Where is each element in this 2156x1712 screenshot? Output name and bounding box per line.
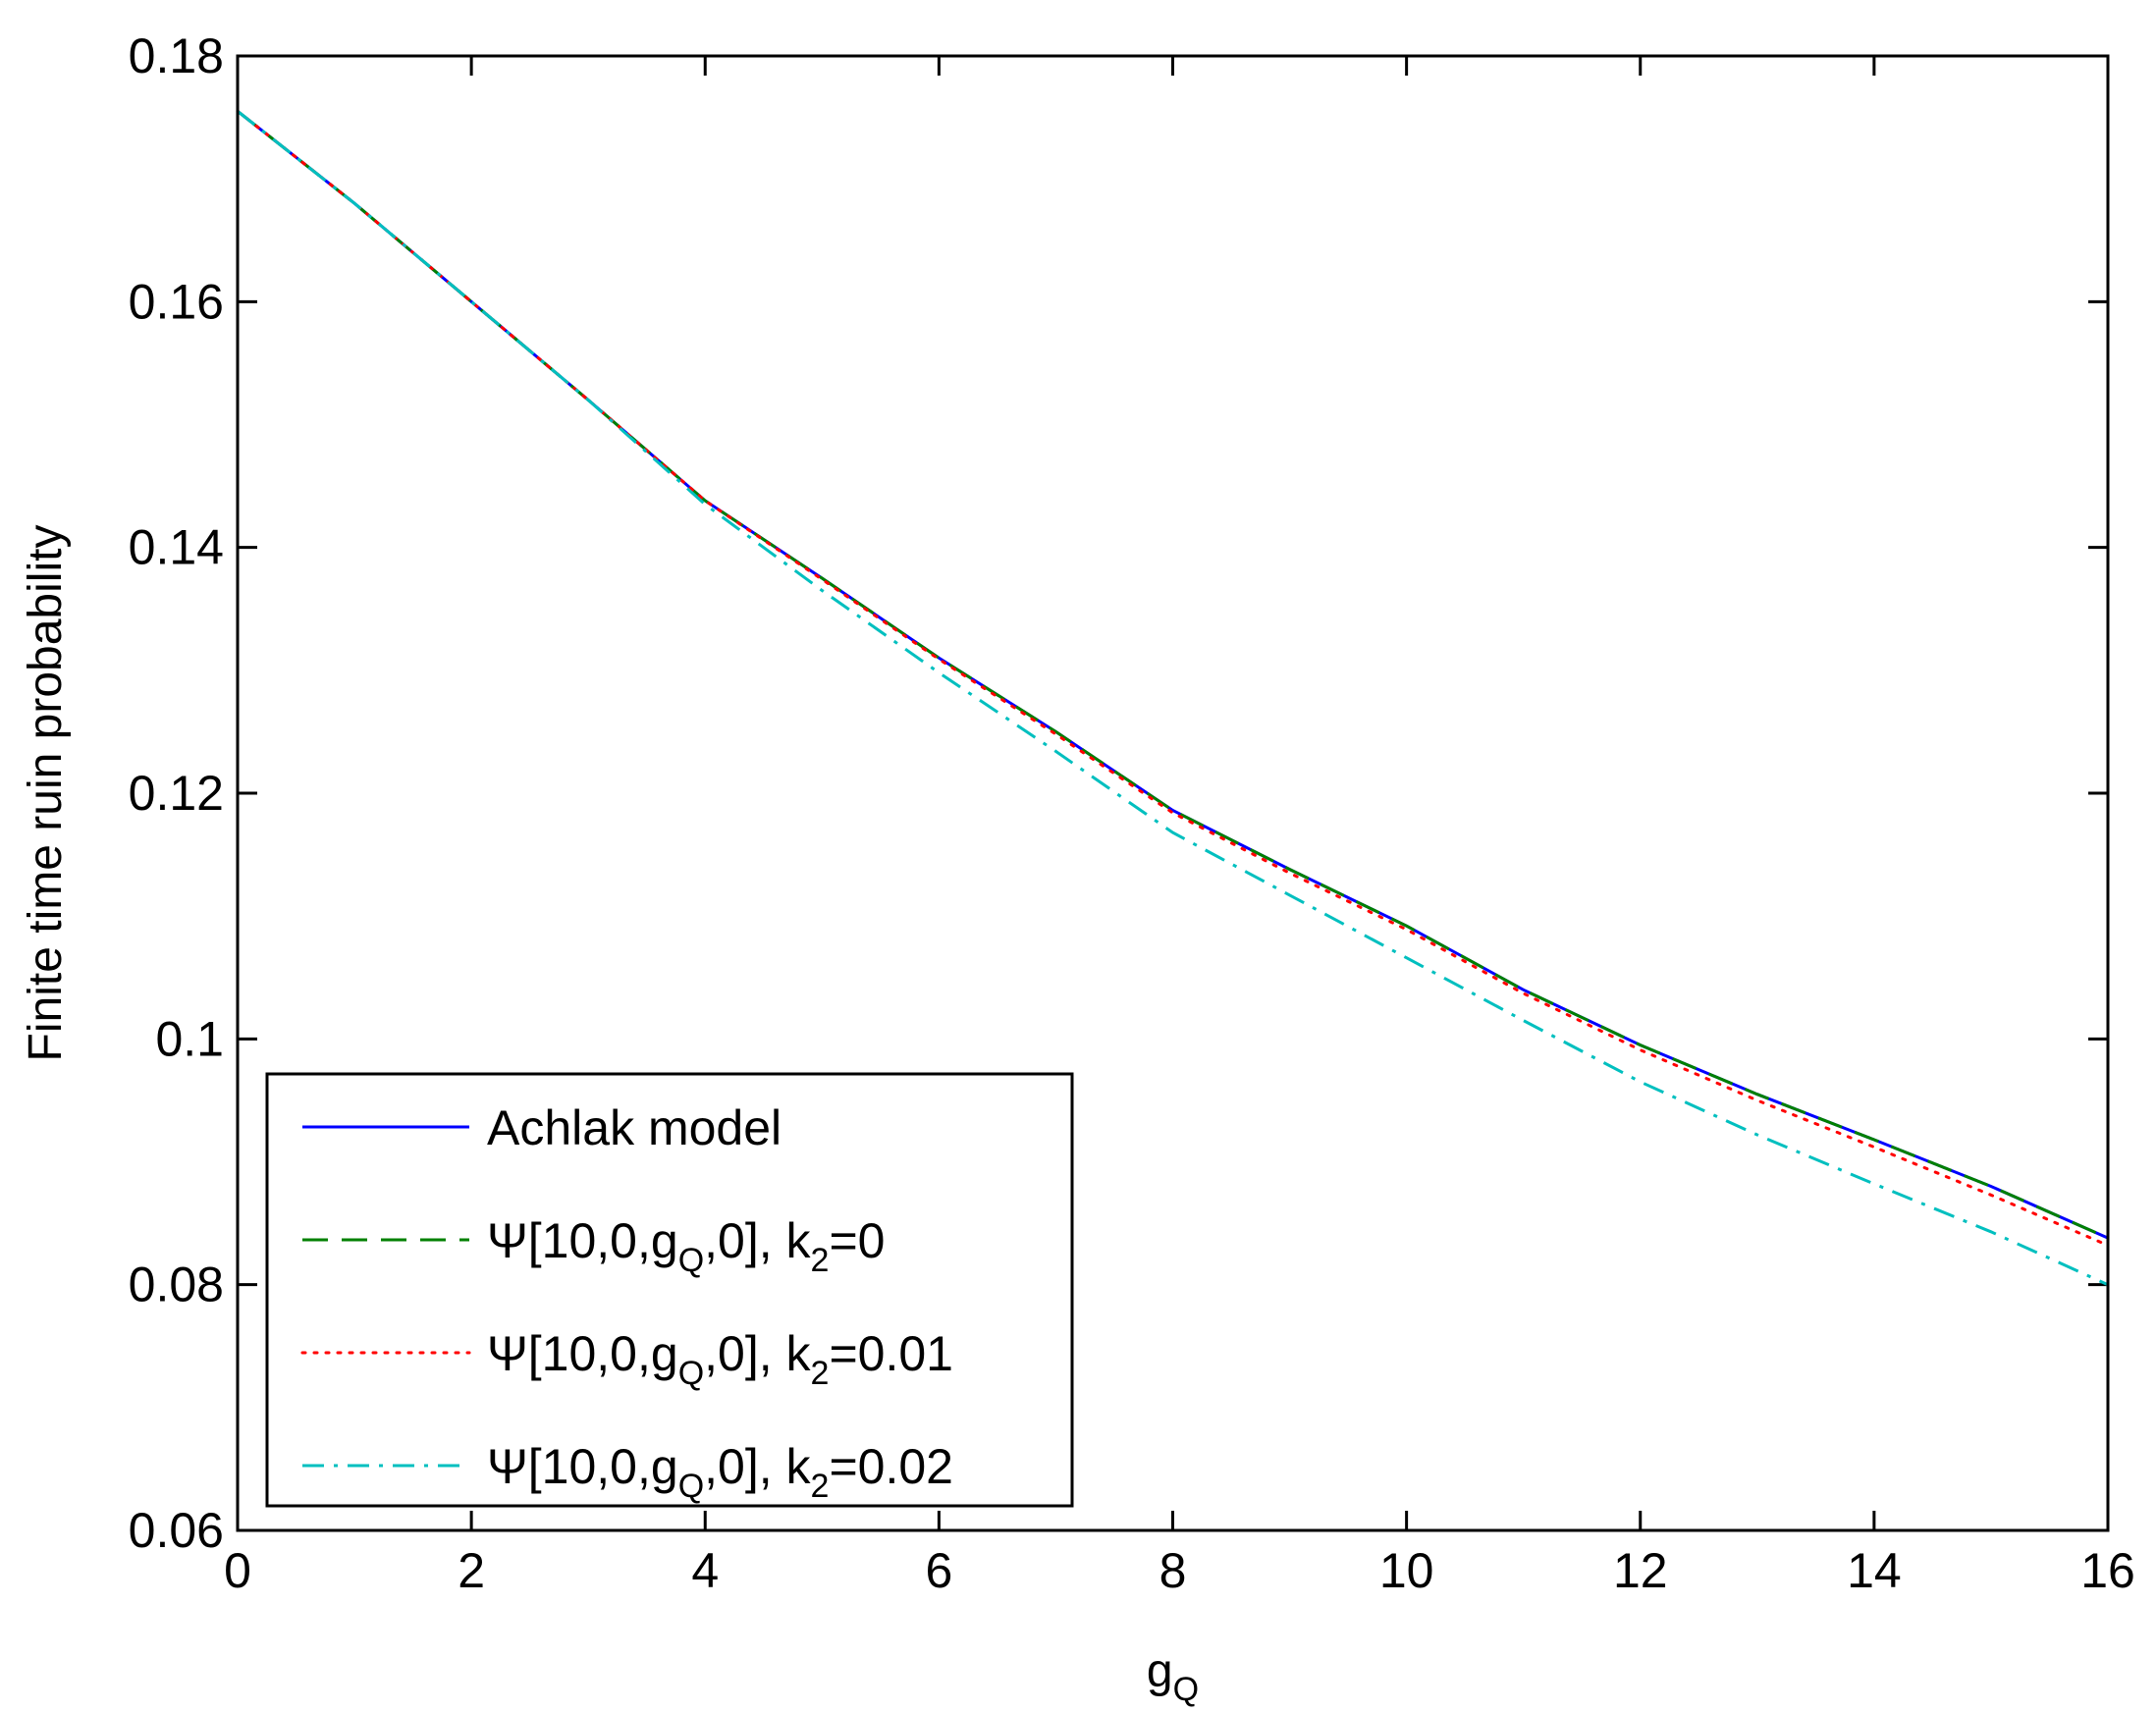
series-line-3 — [236, 109, 2110, 1248]
legend-text-part: Ψ[10,0,g — [487, 1439, 678, 1494]
x-tick-label: 8 — [1159, 1543, 1187, 1598]
x-tick-label: 4 — [691, 1543, 719, 1598]
legend-box — [265, 1072, 1074, 1508]
legend-text-part: =0 — [829, 1213, 885, 1268]
legend-text-part: =0.01 — [829, 1326, 953, 1381]
legend-text-part: Achlak model — [487, 1100, 782, 1155]
legend-subscript: Q — [678, 1242, 704, 1279]
y-tick-label: 0.18 — [129, 28, 224, 83]
legend-label-3: Ψ[10,0,gQ,0], k2=0.01 — [487, 1326, 953, 1392]
legend-text-part: ,0], k — [704, 1213, 811, 1268]
legend-subscript: Q — [678, 1355, 704, 1392]
legend-subscript: Q — [678, 1468, 704, 1505]
legend-subscript: 2 — [811, 1355, 830, 1392]
series-layer — [236, 109, 2110, 1287]
y-tick-label: 0.08 — [129, 1257, 224, 1312]
x-tick-label: 6 — [925, 1543, 952, 1598]
y-tick-label: 0.06 — [129, 1503, 224, 1558]
x-tick-label: 12 — [1613, 1543, 1668, 1598]
plot-frame — [236, 54, 2110, 1532]
y-tick-label: 0.12 — [129, 766, 224, 821]
x-tick-label: 16 — [2080, 1543, 2135, 1598]
legend-text-part: Ψ[10,0,g — [487, 1326, 678, 1381]
y-axis-title: Finite time ruin probability — [20, 525, 72, 1062]
y-tick-label: 0.14 — [129, 520, 224, 575]
x-tick-label: 0 — [224, 1543, 251, 1598]
legend-text-part: ,0], k — [704, 1326, 811, 1381]
x-axis-title-main: g — [1147, 1645, 1173, 1697]
legend-text-part: =0.02 — [829, 1439, 953, 1494]
x-tick-label: 2 — [458, 1543, 485, 1598]
tick-labels: 0 2 4 6 8 10 12 14 16 0.06 0.08 0.1 0.12 0.14 0.16 0.18 — [129, 28, 2135, 1598]
y-tick-label: 0.16 — [129, 274, 224, 329]
legend-label-4: Ψ[10,0,gQ,0], k2=0.02 — [487, 1439, 953, 1505]
legend-text-part: Ψ[10,0,g — [487, 1213, 678, 1268]
x-tick-label: 14 — [1847, 1543, 1902, 1598]
x-axis-title: gQ — [1147, 1645, 1199, 1708]
legend-label-1: Achlak model — [487, 1100, 782, 1155]
x-tick-label: 10 — [1379, 1543, 1434, 1598]
series-line-4 — [237, 110, 2109, 1287]
legend-subscript: 2 — [811, 1242, 830, 1279]
legend-label-2: Ψ[10,0,gQ,0], k2=0 — [487, 1213, 885, 1279]
x-axis-title-subscript: Q — [1173, 1671, 1199, 1708]
y-tick-label: 0.1 — [155, 1011, 224, 1066]
legend-text-part: ,0], k — [704, 1439, 811, 1494]
legend-subscript: 2 — [811, 1468, 830, 1505]
